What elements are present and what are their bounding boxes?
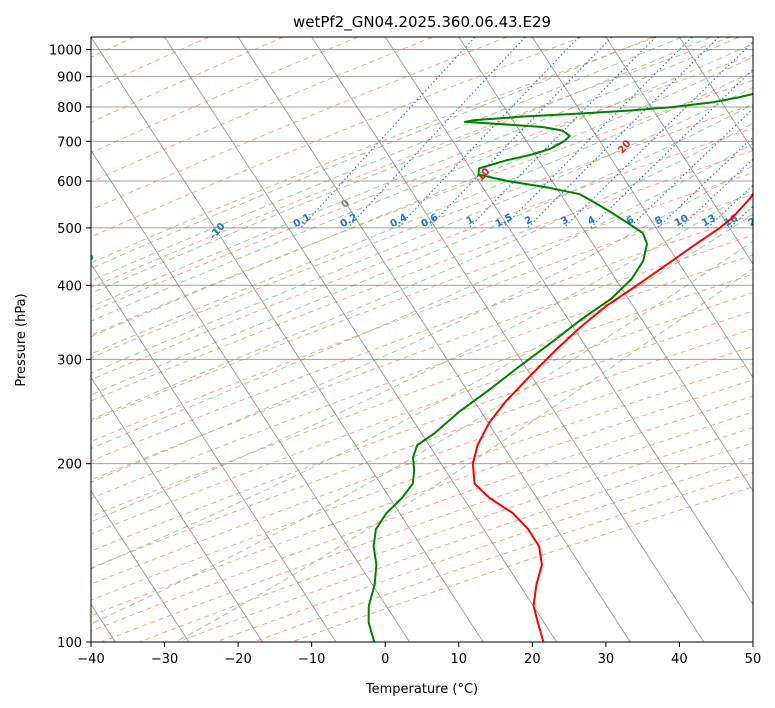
- moist-adiabat-line: [91, 37, 654, 270]
- moist-adiabat-line: [91, 143, 753, 450]
- x-axis-ticks: −40 −30 −20 −10 0 10 20 30 40 50: [77, 642, 761, 667]
- x-tick-label: −40: [77, 652, 104, 667]
- moist-adiabat-line: [91, 165, 753, 483]
- dry-adiabat-line: [91, 37, 359, 154]
- dry-adiabat-line: [91, 214, 753, 462]
- mixing-ratio-line: [527, 37, 720, 229]
- isotherm-line: [458, 37, 753, 492]
- chart-title: wetPf2_GN04.2025.360.06.43.E29: [293, 13, 551, 32]
- mixing-ratio-label: 2: [523, 215, 534, 228]
- temperature-profile-line: [471, 191, 753, 642]
- dry-adiabat-line: [91, 362, 753, 601]
- y-tick-label: 1000: [49, 44, 82, 59]
- dry-adiabat-line: [91, 37, 582, 238]
- isotherm-line: [384, 37, 753, 606]
- x-tick-label: 0: [381, 652, 389, 667]
- isotherm-line: [91, 376, 263, 642]
- x-tick-label: 10: [451, 652, 468, 667]
- y-tick-label: 100: [57, 636, 82, 651]
- mixing-ratio-line: [468, 37, 656, 229]
- mixing-ratio-line: [563, 41, 753, 229]
- x-tick-label: 30: [598, 652, 615, 667]
- moist-adiabat-line: [91, 188, 753, 523]
- y-axis-label: Pressure (hPa): [14, 293, 29, 386]
- dry-adiabat-line: [91, 79, 753, 336]
- isotherm-line: [91, 149, 410, 642]
- moist-adiabat-line: [91, 86, 753, 374]
- isotherm-line: [91, 490, 190, 642]
- isotherm-line: [679, 37, 753, 152]
- mixing-ratio-label: 8: [653, 215, 664, 228]
- dry-adiabat-line: [91, 328, 753, 569]
- dry-adiabat-line: [91, 103, 753, 359]
- isotherm-line: [91, 37, 484, 642]
- y-tick-label: 400: [57, 279, 82, 294]
- dry-adiabat-line: [91, 379, 753, 617]
- moist-adiabat-line: [91, 43, 753, 322]
- x-tick-label: −30: [151, 652, 178, 667]
- isotherm-line: [605, 37, 753, 265]
- dry-adiabat-line: [91, 37, 210, 92]
- y-tick-label: 900: [57, 71, 82, 86]
- x-tick-label: −20: [224, 652, 251, 667]
- dry-adiabat-line: [91, 37, 433, 183]
- sounding-profiles: [367, 92, 753, 642]
- y-tick-label: 700: [57, 135, 82, 150]
- mixing-ratio-label: 20: [747, 213, 764, 229]
- x-tick-label: −10: [298, 652, 325, 667]
- plot-background: [91, 37, 753, 642]
- plot-frame: [90, 36, 754, 643]
- mixing-ratio-label: 4: [586, 215, 597, 228]
- isotherm-line: [531, 37, 753, 379]
- dry-adiabat-line: [91, 54, 753, 313]
- dry-adiabat-line: [91, 234, 753, 481]
- y-tick-label: 600: [57, 175, 82, 190]
- mixing-ratio-line: [347, 37, 526, 229]
- mixing-ratio-label: 1: [465, 215, 476, 228]
- isotherm-line: [91, 263, 337, 642]
- dry-adiabat-label: -20: [77, 252, 97, 273]
- mixing-ratio-label: 6: [625, 215, 636, 228]
- dry-adiabat-line: [91, 37, 508, 211]
- isotherm-line: [311, 37, 705, 642]
- x-tick-label: 20: [524, 652, 541, 667]
- y-axis-ticks: 100 200 300 400 500 600 700 800 900 1000: [49, 44, 91, 651]
- moist-adiabat-line: [91, 37, 683, 282]
- moist-adiabat-line: [91, 37, 740, 308]
- isotherm-line: [164, 37, 558, 642]
- dry-adiabat-line: [91, 172, 753, 423]
- isobar-grid: [91, 49, 753, 642]
- isotherm-line: [237, 37, 631, 642]
- moist-adiabat-line: [91, 122, 753, 421]
- mixing-ratio-line: [502, 37, 693, 229]
- mixing-ratio-line: [397, 37, 580, 229]
- y-tick-label: 500: [57, 222, 82, 237]
- mixing-ratio-line: [679, 158, 753, 229]
- y-tick-label: 200: [57, 458, 82, 473]
- y-tick-label: 800: [57, 101, 82, 116]
- dewpoint-profile-line: [367, 92, 753, 642]
- moist-adiabats: [91, 37, 753, 642]
- dry-adiabat-line: [91, 37, 657, 264]
- mixing-ratio-label: 3: [559, 215, 570, 228]
- y-tick-label: 300: [57, 353, 82, 368]
- x-axis-label: Temperature (°C): [365, 682, 478, 697]
- mixing-ratio-line: [589, 68, 753, 229]
- x-tick-label: 40: [671, 652, 688, 667]
- isotherms: [91, 37, 753, 642]
- x-tick-label: 50: [745, 652, 762, 667]
